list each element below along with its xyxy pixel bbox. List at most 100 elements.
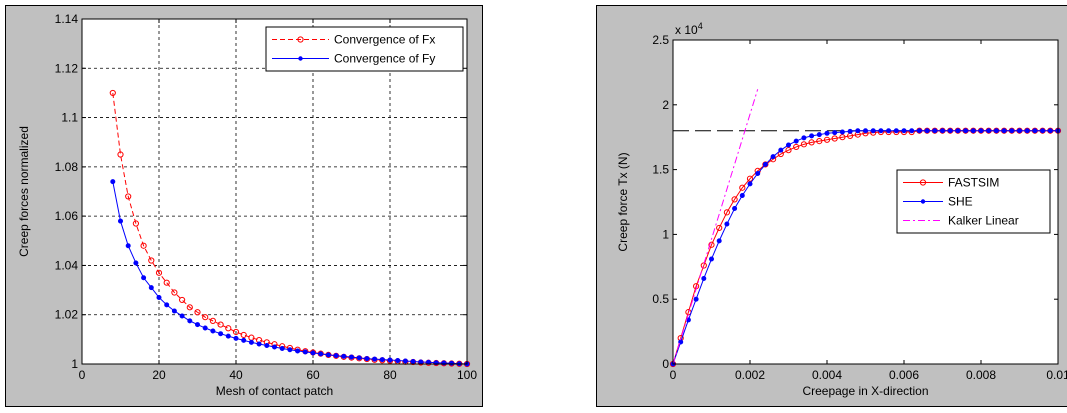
data-point: [171, 289, 178, 296]
data-point: [723, 209, 730, 216]
y-tick-label: 0.5: [652, 292, 669, 306]
legend-marker: [297, 36, 304, 43]
right-chart-panel: 0 0.002 0.004 0.006 0.008 0.01 0 0.5 1 1.5 2 2.5 Cre…: [596, 5, 1067, 407]
data-point: [731, 196, 738, 203]
data-point: [441, 360, 447, 366]
data-point: [778, 147, 784, 153]
data-point: [786, 142, 792, 148]
data-point: [855, 128, 861, 134]
data-point: [823, 136, 831, 143]
y-tick-label: 1.1: [61, 111, 78, 125]
data-point: [132, 220, 139, 227]
data-point: [372, 356, 378, 362]
data-point: [232, 328, 240, 336]
data-point: [341, 353, 347, 359]
x-tick-label: 0.002: [735, 368, 765, 382]
data-point: [808, 139, 815, 146]
series-line: [672, 89, 759, 365]
data-point: [449, 360, 455, 366]
data-point: [770, 154, 776, 160]
data-point: [924, 128, 930, 134]
data-point: [287, 347, 293, 353]
legend-marker: [919, 179, 927, 186]
x-tick-label: 60: [306, 368, 320, 382]
data-point: [186, 304, 193, 311]
data-point: [348, 354, 354, 360]
data-point: [785, 147, 792, 154]
data-point: [801, 135, 807, 141]
x-tick-label: 0: [79, 368, 86, 382]
data-point: [356, 355, 362, 361]
y-tick-label: 2.5: [652, 33, 669, 47]
data-point: [194, 309, 201, 316]
data-point: [225, 325, 232, 332]
data-point: [839, 134, 846, 141]
convergence-chart: 0 20 40 60 80 100 1 1.02 1.04 1.06 1.08 1.1 1.12 1.14…: [17, 12, 477, 398]
data-point: [939, 128, 945, 134]
data-point: [171, 308, 177, 314]
legend-label: Kalker Linear: [948, 214, 1019, 228]
data-point: [970, 128, 976, 134]
data-point: [963, 128, 969, 134]
data-point: [202, 325, 208, 331]
y-tick-label: 1.02: [55, 308, 79, 322]
y-tick-label: 0: [662, 357, 669, 371]
data-point: [746, 175, 754, 182]
data-point: [831, 135, 838, 142]
data-point: [271, 344, 277, 350]
data-point: [978, 128, 984, 134]
x-tick-label: 0.01: [1046, 368, 1067, 382]
data-point: [218, 331, 224, 337]
data-point: [387, 357, 393, 363]
data-point: [155, 269, 163, 276]
data-point: [118, 218, 124, 224]
y-axis-label: Creep force Tx (N): [616, 152, 630, 251]
x-tick-label: 20: [152, 368, 166, 382]
left-chart-panel: 0 20 40 60 80 100 1 1.02 1.04 1.06 1.08 1.1 1.12 1.14…: [5, 5, 483, 407]
y-tick-label: 1.12: [55, 61, 79, 75]
data-point: [886, 128, 892, 134]
multiplier-base: x 10: [675, 23, 698, 37]
data-point: [209, 317, 216, 324]
data-point: [816, 132, 822, 138]
data-point: [762, 161, 768, 167]
data-point: [993, 128, 999, 134]
y-tick-label: 1.08: [55, 160, 79, 174]
data-point: [117, 151, 124, 158]
data-point: [295, 348, 301, 354]
x-tick-label: 0.004: [812, 368, 842, 382]
data-point: [847, 128, 853, 134]
data-point: [762, 161, 769, 168]
legend-marker: [920, 199, 926, 204]
legend-label: Convergence of Fx: [334, 33, 435, 47]
data-point: [141, 275, 147, 281]
data-point: [402, 358, 408, 364]
data-point: [225, 333, 231, 339]
data-point: [747, 181, 753, 187]
legend-box: [265, 26, 464, 72]
data-point: [109, 89, 116, 97]
series-line: [112, 92, 468, 365]
y-tick-label: 1.04: [55, 258, 79, 272]
y-axis-label: Creep forces normalized: [17, 126, 31, 257]
y-tick-label: 1.14: [55, 12, 79, 26]
data-point: [233, 335, 239, 341]
axes-frame: [672, 39, 1059, 365]
data-point: [708, 241, 715, 248]
data-point: [156, 294, 162, 300]
data-point: [809, 133, 815, 139]
data-point: [839, 129, 845, 135]
data-point: [310, 350, 316, 356]
data-point: [318, 351, 324, 357]
data-point: [1040, 128, 1046, 134]
data-point: [716, 224, 723, 232]
data-point: [248, 339, 254, 345]
data-point: [163, 279, 170, 286]
legend-marker: [298, 56, 303, 61]
creep-force-chart: 0 0.002 0.004 0.006 0.008 0.01 0 0.5 1 1.5 2 2.5 Cre…: [616, 21, 1067, 398]
data-point: [800, 141, 807, 148]
data-point: [179, 296, 186, 304]
data-point: [862, 128, 868, 134]
data-point: [716, 238, 722, 244]
data-point: [210, 328, 216, 334]
